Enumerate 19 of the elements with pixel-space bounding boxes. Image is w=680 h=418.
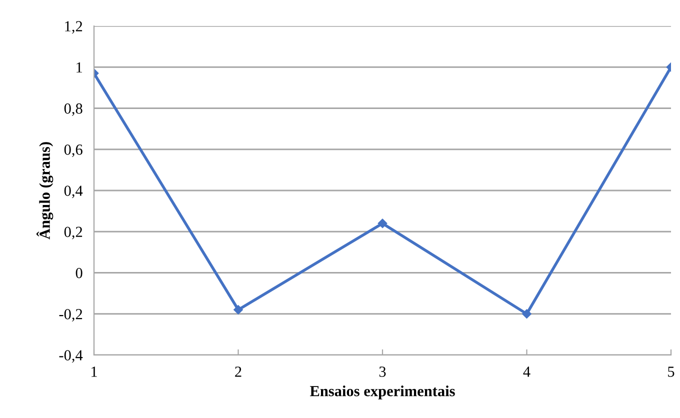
point xyxy=(378,218,388,228)
x-axis-title: Ensaios experimentais xyxy=(310,386,455,400)
x-tick-label: 5 xyxy=(668,366,674,377)
y-tick-label: 0,6 xyxy=(64,144,82,158)
y-tick-label: -0,4 xyxy=(59,350,83,363)
x-tick-label: 4 xyxy=(523,366,530,377)
point xyxy=(234,305,243,314)
y-axis-title: Ângulo (graus) xyxy=(36,142,54,240)
y-tick-label: 0,8 xyxy=(64,103,82,116)
y-tick-label: -0,2 xyxy=(59,309,82,322)
x-tick-label: 3 xyxy=(379,366,386,377)
y-tick-label: 0,4 xyxy=(64,186,83,198)
y-tick-label: 1 xyxy=(76,62,82,72)
y-tick-label: 1,2 xyxy=(65,21,82,34)
y-tick-label: 0,2 xyxy=(64,226,82,240)
x-tick-label: 2 xyxy=(235,366,242,377)
y-tick-label: 0 xyxy=(76,268,82,278)
point xyxy=(522,309,532,318)
x-tick-label: 1 xyxy=(92,366,97,377)
